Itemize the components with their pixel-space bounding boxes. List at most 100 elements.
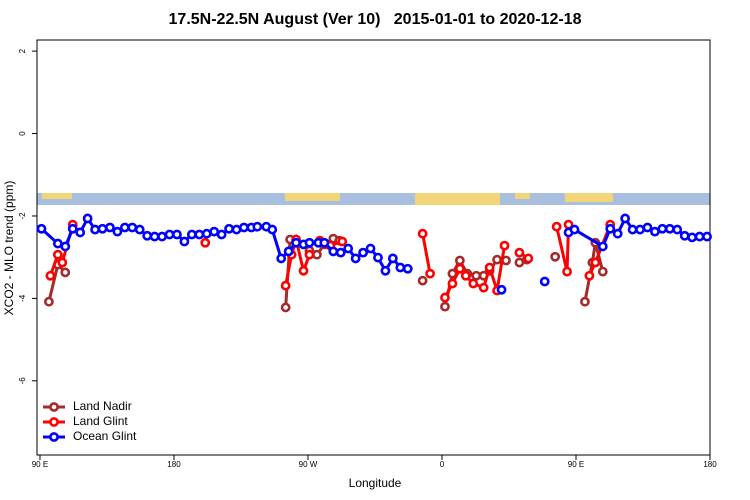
data-point (395, 262, 406, 273)
data-point (620, 213, 631, 224)
x-tick-label: 180 (167, 460, 181, 469)
data-point (97, 223, 108, 234)
data-point (157, 231, 167, 242)
data-point (298, 265, 309, 276)
data-point (52, 238, 63, 249)
data-point (186, 229, 197, 240)
data-point (664, 223, 675, 234)
data-point (239, 222, 249, 233)
data-point (127, 222, 138, 233)
data-point (283, 246, 294, 257)
data-point (60, 267, 71, 278)
data-point (335, 247, 346, 258)
x-tick-label: 0 (440, 460, 445, 469)
data-point (36, 223, 47, 234)
data-point (454, 263, 465, 274)
data-point (312, 249, 322, 260)
data-point (492, 254, 502, 265)
data-point (672, 224, 683, 235)
data-point (539, 276, 550, 287)
data-point (45, 270, 56, 281)
data-point (105, 222, 115, 233)
data-point (447, 278, 458, 289)
data-point (119, 222, 130, 233)
legend-label: Ocean Glint (73, 429, 137, 443)
data-point (484, 262, 495, 273)
data-point (52, 249, 63, 260)
data-point (514, 247, 525, 258)
data-point (627, 224, 638, 235)
x-tick-label: 90 W (299, 460, 318, 469)
data-point (67, 223, 78, 234)
data-point (44, 296, 54, 307)
data-point (252, 221, 263, 232)
data-point (75, 227, 86, 238)
data-point (201, 228, 212, 239)
data-point (179, 236, 190, 247)
plot-frame (36, 39, 711, 456)
data-point (440, 301, 450, 312)
data-point (605, 223, 616, 234)
data-point (134, 224, 145, 235)
data-point (267, 224, 278, 235)
y-axis-label: XCO2 - MLO trend (ppm) (2, 181, 16, 316)
data-point (478, 282, 489, 293)
data-point (440, 292, 450, 303)
data-point (343, 243, 354, 254)
data-point (657, 223, 668, 234)
data-point (172, 229, 182, 240)
y-tick-label: -2 (18, 212, 27, 220)
legend-marker (49, 402, 59, 412)
data-point (304, 237, 315, 248)
y-tick-label: -4 (18, 294, 27, 302)
data-point (231, 224, 242, 235)
data-point (514, 257, 525, 268)
data-point (612, 228, 623, 239)
data-point (149, 231, 160, 242)
data-point (387, 253, 398, 264)
data-point (468, 278, 479, 289)
data-point (550, 251, 561, 262)
data-point (569, 224, 580, 235)
data-point (373, 252, 383, 263)
data-point (417, 228, 428, 239)
data-point (350, 253, 361, 264)
data-point (597, 266, 608, 277)
data-point (454, 255, 465, 266)
data-point (417, 275, 428, 286)
data-point (224, 223, 234, 234)
data-point (523, 253, 534, 264)
x-tick-label: 180 (703, 460, 717, 469)
data-point (702, 231, 712, 242)
data-point (687, 232, 698, 243)
legend-marker (49, 417, 59, 427)
legend-marker (49, 432, 59, 442)
data-point (194, 229, 205, 240)
data-point (304, 249, 315, 260)
data-point (642, 222, 653, 233)
data-point (280, 280, 291, 291)
data-point (216, 229, 227, 240)
data-point (496, 284, 507, 295)
data-point (551, 221, 562, 232)
data-point (57, 257, 68, 268)
legend-label: Land Glint (73, 414, 128, 428)
data-point (590, 257, 601, 268)
data-point (142, 230, 153, 241)
data-point (380, 265, 391, 276)
data-point (562, 266, 572, 277)
data-point (425, 268, 435, 279)
data-point (291, 237, 301, 248)
data-point (276, 253, 287, 264)
data-point (650, 226, 660, 237)
y-tick-label: 2 (18, 48, 27, 53)
legend-label: Land Nadir (73, 399, 132, 413)
data-point (60, 241, 71, 252)
data-point (365, 243, 376, 254)
data-point (328, 246, 339, 257)
data-point (694, 231, 705, 242)
land-mask-strip (37, 193, 710, 205)
y-tick-label: -6 (18, 377, 27, 385)
data-point (112, 226, 123, 237)
